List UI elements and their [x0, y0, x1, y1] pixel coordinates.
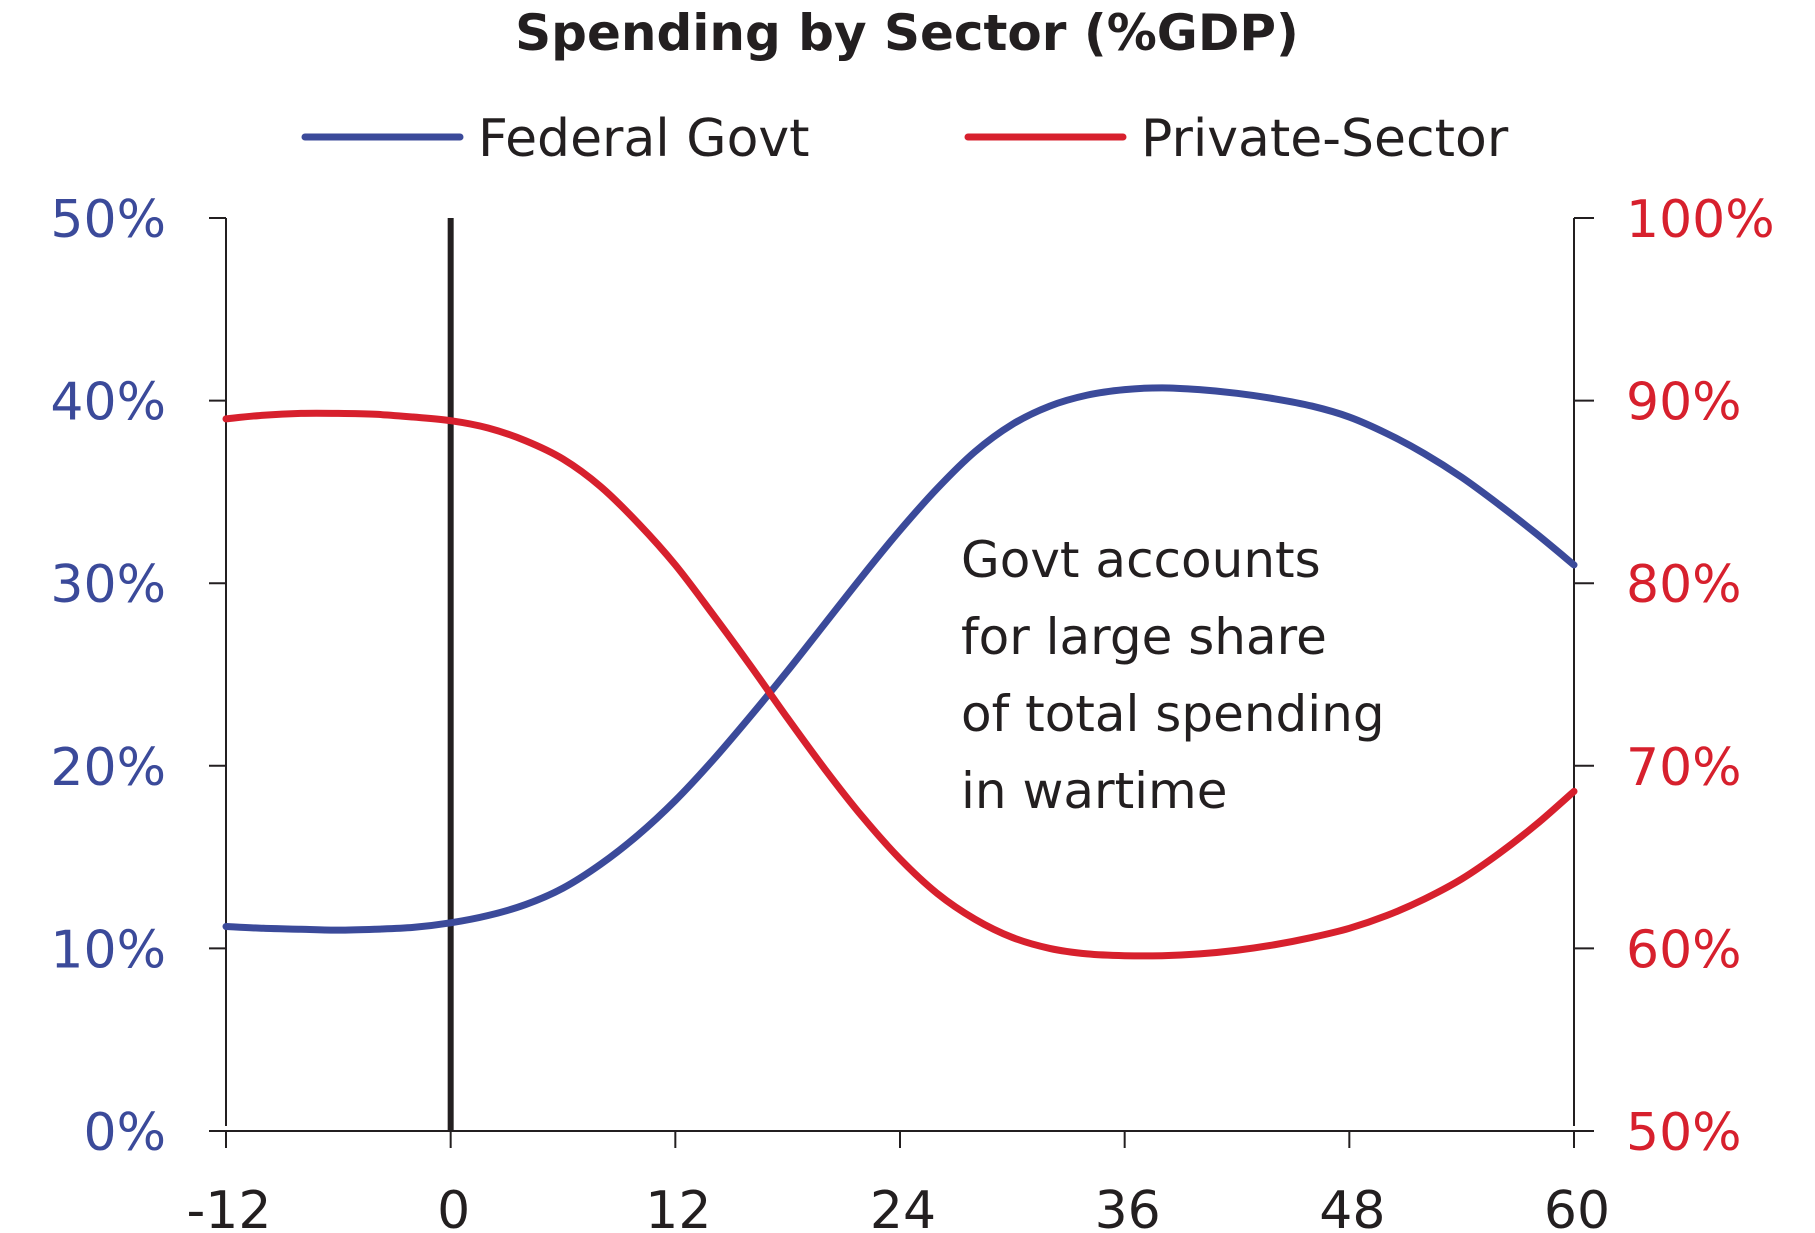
left-tick-label: 10%	[50, 920, 166, 980]
x-tick-label: 12	[645, 1181, 711, 1233]
x-tick-label: 48	[1319, 1181, 1385, 1233]
series-line-federal-govt	[222, 384, 1578, 934]
plot-frame	[209, 218, 1575, 1132]
right-axis-ticks: 50% 60% 70% 80% 90% 100%	[1574, 190, 1775, 1163]
right-tick-label: 100%	[1626, 190, 1775, 250]
right-tick-label: 80%	[1626, 555, 1742, 615]
left-axis-ticks: 0% 10% 20% 30% 40% 50%	[50, 190, 226, 1163]
x-tick-label: 0	[437, 1181, 470, 1233]
x-axis-ticks: -12 0 12 24 36 48 60	[187, 1131, 1610, 1233]
left-tick-label: 50%	[50, 190, 166, 250]
left-tick-label: 20%	[50, 738, 166, 798]
legend-label-private-sector: Private-Sector	[1141, 109, 1509, 169]
right-tick-label: 70%	[1626, 738, 1742, 798]
annotation-line: in wartime	[961, 762, 1228, 820]
series-layer	[222, 384, 1578, 960]
chart-title: Spending by Sector (%GDP)	[515, 4, 1299, 62]
left-tick-label: 40%	[50, 373, 166, 433]
annotation-line: Govt accounts	[961, 531, 1321, 589]
left-tick-label: 30%	[50, 555, 166, 615]
x-tick-label: 24	[870, 1181, 936, 1233]
x-tick-label: 36	[1095, 1181, 1161, 1233]
x-tick-label: 60	[1544, 1181, 1610, 1233]
annotation: Govt accounts for large share of total spe…	[961, 531, 1385, 820]
annotation-line: for large share	[961, 608, 1327, 666]
legend: Federal Govt Private-Sector	[301, 109, 1509, 169]
right-tick-label: 90%	[1626, 373, 1742, 433]
right-tick-label: 60%	[1626, 920, 1742, 980]
annotation-line: of total spending	[961, 685, 1385, 743]
x-tick-label: -12	[187, 1181, 272, 1233]
left-tick-label: 0%	[84, 1103, 167, 1163]
right-tick-label: 50%	[1626, 1103, 1742, 1163]
series-line-private-sector	[222, 409, 1578, 960]
legend-label-federal-govt: Federal Govt	[478, 109, 810, 169]
